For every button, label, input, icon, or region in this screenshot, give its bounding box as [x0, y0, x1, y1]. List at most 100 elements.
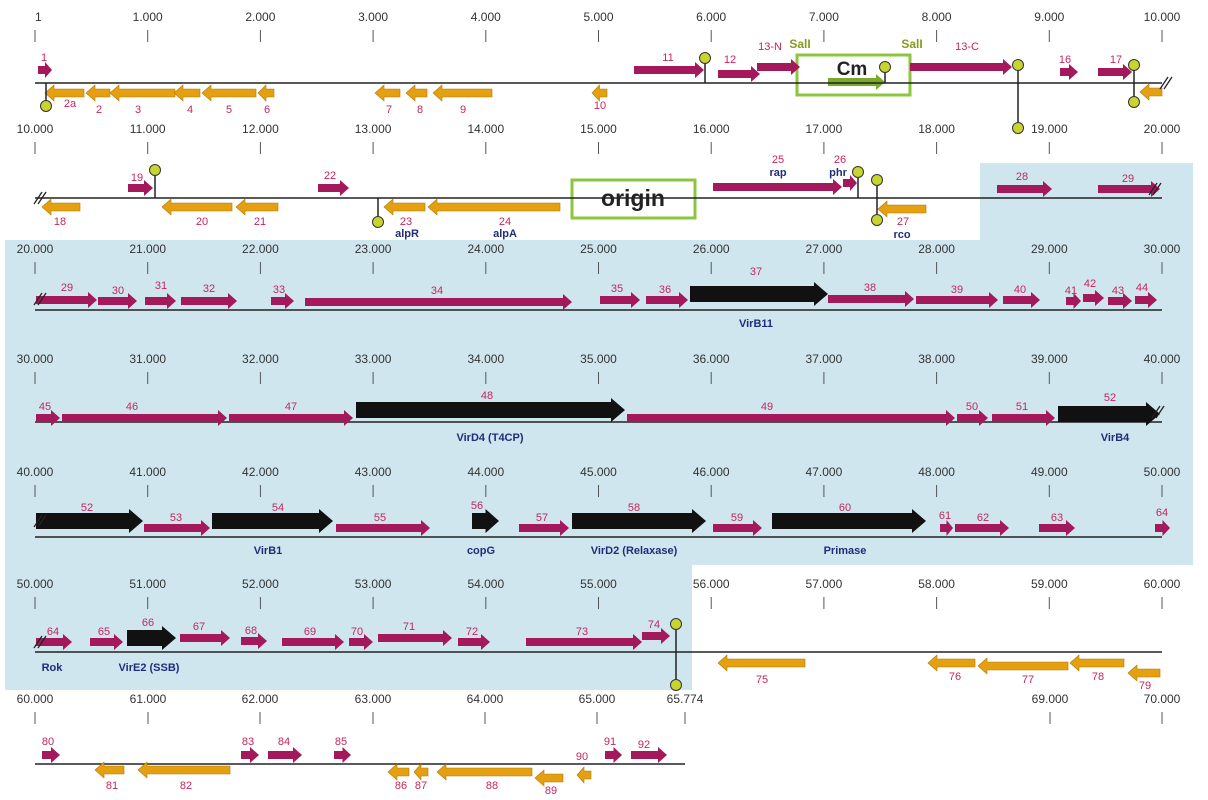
tick-label: 5.000 — [583, 10, 613, 24]
gene-arrow — [201, 84, 257, 102]
gene-label: 70 — [351, 626, 363, 638]
gene-name: VirB11 — [739, 318, 773, 330]
gene-arrow — [1098, 64, 1132, 80]
tick-label: 40.000 — [1144, 352, 1181, 366]
break-mark — [37, 292, 47, 306]
gene-arrow — [1098, 181, 1160, 197]
gene-arrow — [334, 747, 351, 763]
gene-label: 22 — [324, 170, 336, 182]
gene-label: 21 — [254, 216, 266, 228]
tick-label: 60.000 — [17, 692, 54, 706]
gene-arrow — [627, 410, 955, 426]
tick-label: 50.000 — [17, 577, 54, 591]
gene-label: 84 — [278, 736, 290, 748]
gene-label: 27 — [897, 216, 909, 228]
gene-label: 80 — [42, 736, 54, 748]
tick-label: 44.000 — [467, 465, 504, 479]
gene-label: 56 — [471, 500, 483, 512]
tick-label: 39.000 — [1031, 352, 1068, 366]
tick-label: 40.000 — [17, 465, 54, 479]
gene-arrow — [1069, 654, 1125, 672]
gene-label: 69 — [304, 626, 316, 638]
gene-arrow — [642, 628, 670, 644]
tick-label: 6.000 — [696, 10, 726, 24]
gene-arrow — [977, 657, 1069, 675]
gene-label: 76 — [949, 671, 961, 683]
gene-arrow — [718, 66, 760, 82]
gene-label: 29 — [61, 282, 73, 294]
break-mark — [1159, 76, 1169, 90]
gene-arrow — [690, 282, 828, 306]
gene-arrow — [356, 398, 625, 422]
gene-arrow — [1135, 292, 1157, 308]
cm-arrow — [828, 74, 885, 90]
gene-name: phr — [829, 167, 847, 179]
gene-arrow — [241, 747, 259, 763]
gene-arrow — [282, 634, 344, 650]
gene-arrow — [992, 410, 1055, 426]
tick-label: 45.000 — [580, 465, 617, 479]
gene-arrow — [828, 291, 914, 307]
gene-arrow — [98, 293, 137, 309]
tick-label: 64.000 — [467, 692, 504, 706]
tick-label: 16.000 — [693, 122, 730, 136]
gene-arrow — [940, 520, 953, 536]
gene-label: 83 — [242, 736, 254, 748]
gene-arrow — [957, 410, 988, 426]
gene-label: 23 — [400, 216, 412, 228]
gene-label: 39 — [951, 284, 963, 296]
gene-name: VirB4 — [1101, 432, 1130, 444]
tick-label: 7.000 — [809, 10, 839, 24]
gene-label: 24 — [499, 216, 511, 228]
break-mark — [37, 635, 47, 649]
gene-arrow — [713, 520, 762, 536]
break-mark — [1163, 76, 1173, 90]
gene-arrow — [42, 747, 60, 763]
gene-arrow — [519, 520, 569, 536]
gene-name: VirD2 (Relaxase) — [591, 545, 678, 557]
gene-arrow — [36, 410, 60, 426]
gene-label: 32 — [203, 283, 215, 295]
gene-label: 30 — [112, 285, 124, 297]
gene-label: 61 — [939, 510, 951, 522]
gene-label: 29 — [1122, 173, 1134, 185]
tick-label: 57.000 — [806, 577, 843, 591]
gene-arrow — [1058, 402, 1160, 426]
tick-label: 61.000 — [130, 692, 167, 706]
gene-label: 42 — [1084, 278, 1096, 290]
gene-arrow — [1108, 293, 1132, 309]
tick-label: 1 — [35, 10, 42, 24]
gene-label: 4 — [187, 104, 193, 116]
gene-name: copG — [467, 545, 495, 557]
tick-label: 9.000 — [1034, 10, 1064, 24]
gene-arrow — [241, 633, 267, 649]
break-mark — [33, 635, 43, 649]
gene-arrow — [374, 84, 401, 102]
tick-label: 23.000 — [355, 242, 392, 256]
break-mark — [33, 514, 43, 528]
site-label: SalI — [901, 37, 922, 51]
gene-label: 78 — [1092, 671, 1104, 683]
gene-arrow — [257, 84, 275, 102]
tick-label: 29.000 — [1031, 242, 1068, 256]
gene-label: 13-N — [758, 41, 782, 53]
gene-arrow — [997, 181, 1052, 197]
tick-label: 28.000 — [918, 242, 955, 256]
terminator — [1128, 96, 1140, 108]
gene-arrow — [631, 747, 667, 763]
gene-label: 62 — [977, 512, 989, 524]
gene-label: 64 — [47, 626, 59, 638]
gene-arrow — [472, 509, 499, 533]
gene-arrow — [713, 179, 842, 195]
gene-label: 13-C — [955, 41, 979, 53]
marker-label: Cm — [837, 59, 868, 80]
tick-label: 70.000 — [1144, 692, 1181, 706]
gene-label: 19 — [131, 172, 143, 184]
gene-label: 2 — [96, 104, 102, 116]
gene-label: 37 — [750, 266, 762, 278]
gene-arrow — [605, 747, 622, 763]
gene-label: 66 — [142, 617, 154, 629]
terminator — [40, 100, 52, 112]
gene-arrow — [127, 626, 176, 650]
